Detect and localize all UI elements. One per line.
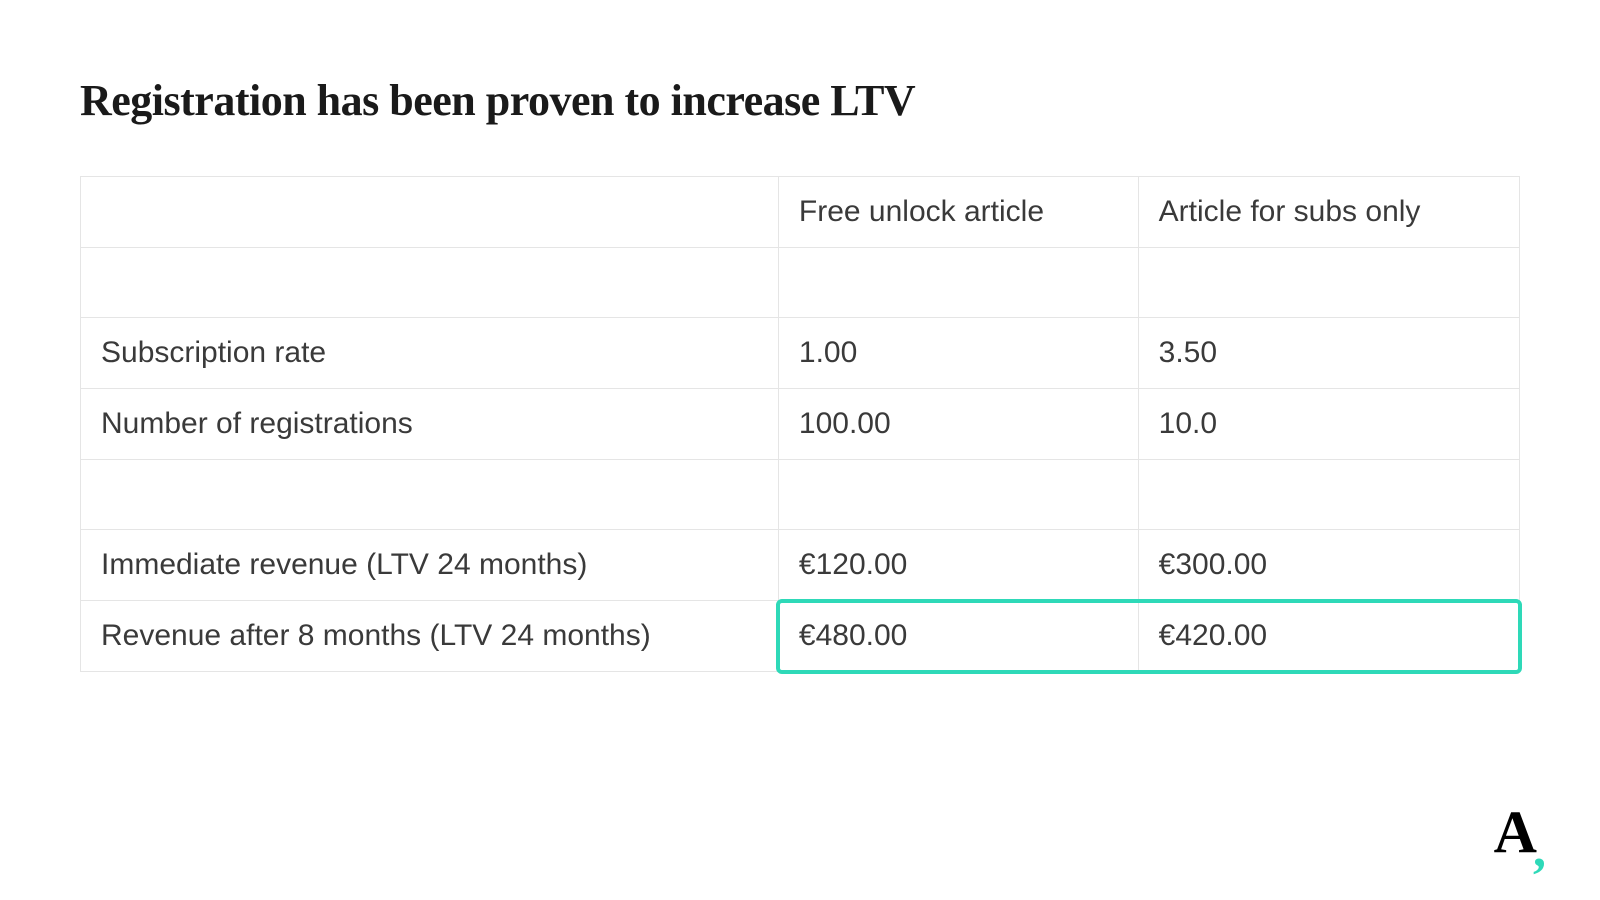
cell-value: €300.00 [1138, 530, 1519, 601]
cell-value-highlighted: €420.00 [1138, 601, 1519, 672]
table-header-free-unlock: Free unlock article [778, 177, 1138, 248]
row-label: Immediate revenue (LTV 24 months) [81, 530, 779, 601]
table-wrapper: Free unlock article Article for subs onl… [80, 176, 1520, 672]
table-row: Immediate revenue (LTV 24 months) €120.0… [81, 530, 1520, 601]
cell-value: 1.00 [778, 318, 1138, 389]
cell-value: 3.50 [1138, 318, 1519, 389]
table-header-row: Free unlock article Article for subs onl… [81, 177, 1520, 248]
cell-value: €120.00 [778, 530, 1138, 601]
table-row: Subscription rate 1.00 3.50 [81, 318, 1520, 389]
table-spacer-row [81, 248, 1520, 318]
table-spacer-row [81, 460, 1520, 530]
row-label: Revenue after 8 months (LTV 24 months) [81, 601, 779, 672]
table-header-subs-only: Article for subs only [1138, 177, 1519, 248]
cell-value-highlighted: €480.00 [778, 601, 1138, 672]
brand-logo: A, [1494, 802, 1550, 862]
row-label: Number of registrations [81, 389, 779, 460]
logo-comma: , [1533, 821, 1546, 878]
table-row: Number of registrations 100.00 10.0 [81, 389, 1520, 460]
comparison-table: Free unlock article Article for subs onl… [80, 176, 1520, 672]
cell-value: 100.00 [778, 389, 1138, 460]
page-title: Registration has been proven to increase… [80, 75, 1520, 126]
cell-value: 10.0 [1138, 389, 1519, 460]
row-label: Subscription rate [81, 318, 779, 389]
table-header-empty [81, 177, 779, 248]
logo-letter: A [1494, 799, 1537, 865]
table-row-highlighted: Revenue after 8 months (LTV 24 months) €… [81, 601, 1520, 672]
